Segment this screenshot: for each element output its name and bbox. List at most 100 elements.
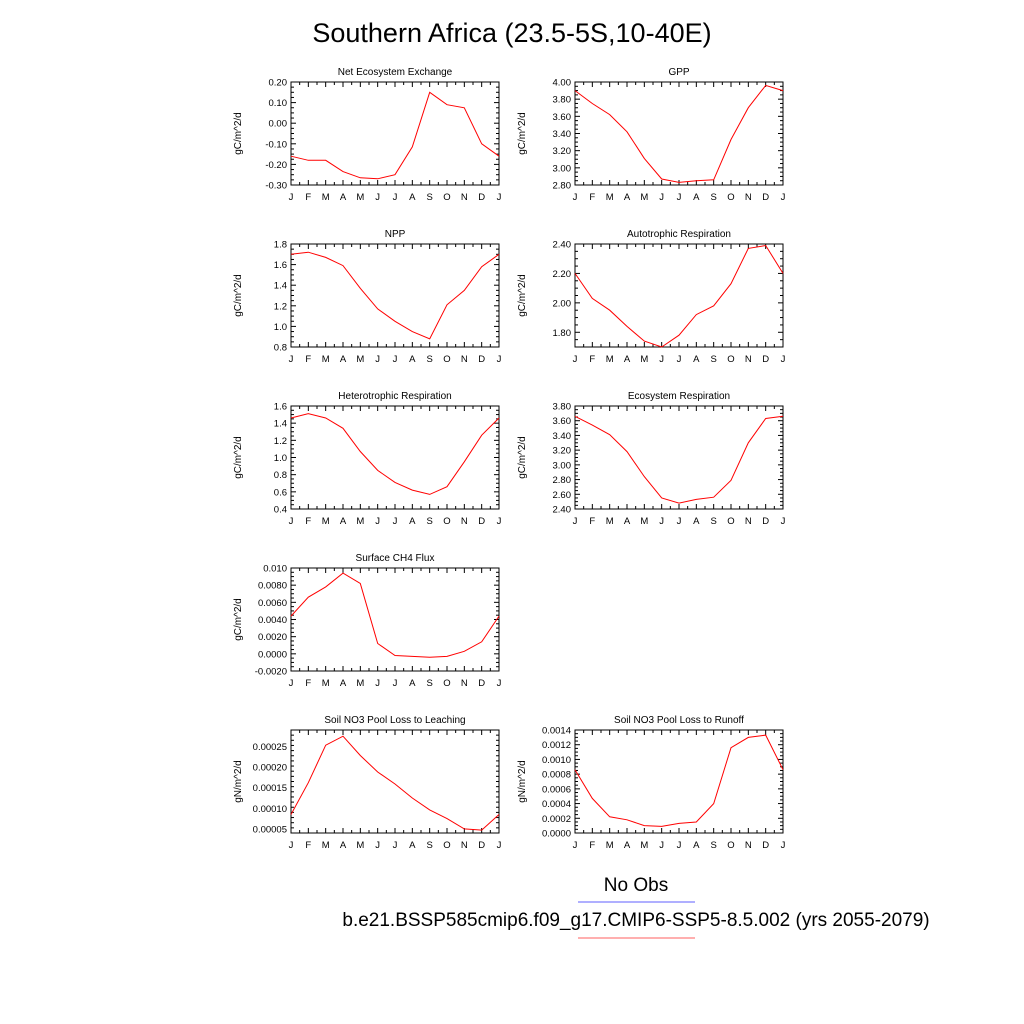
y-tick-label: 3.40: [553, 431, 572, 442]
y-tick-label: 0.0040: [258, 615, 287, 626]
legend: No Obs b.e21.BSSP585cmip6.f09_g17.CMIP6-S…: [342, 875, 930, 939]
x-tick-label: A: [624, 354, 631, 365]
x-tick-label: J: [393, 678, 398, 689]
x-tick-label: J: [497, 516, 502, 527]
x-tick-label: J: [659, 840, 664, 851]
x-tick-label: D: [762, 354, 769, 365]
x-tick-label: J: [497, 354, 502, 365]
x-tick-label: M: [356, 516, 364, 527]
panel-title: NPP: [385, 229, 406, 240]
y-tick-label: 3.00: [553, 163, 572, 174]
x-tick-label: M: [606, 840, 614, 851]
y-tick-label: 0.010: [263, 564, 287, 575]
y-tick-label: 2.40: [553, 505, 572, 516]
panel-9: Soil NO3 Pool Loss to Runoff gN/m^2/d 0.00…: [517, 715, 786, 851]
y-tick-label: 0.00015: [253, 783, 287, 794]
x-tick-label: D: [478, 192, 485, 203]
legend-label-model: b.e21.BSSP585cmip6.f09_g17.CMIP6-SSP5-8.…: [342, 910, 929, 931]
panel-title: GPP: [668, 67, 689, 78]
y-tick-label: 1.80: [553, 328, 572, 339]
y-tick-label: 2.80: [553, 181, 572, 192]
x-tick-label: A: [409, 516, 416, 527]
plot-frame: [290, 243, 500, 348]
x-tick-label: J: [289, 516, 294, 527]
x-tick-label: J: [781, 516, 786, 527]
y-tick-label: 0.10: [269, 98, 288, 109]
x-tick-label: M: [322, 516, 330, 527]
x-tick-label: A: [340, 192, 347, 203]
x-tick-label: J: [677, 840, 682, 851]
y-tick-label: 0.0010: [542, 755, 571, 766]
x-tick-label: A: [409, 192, 416, 203]
x-tick-label: F: [589, 192, 595, 203]
panel-title: Soil NO3 Pool Loss to Runoff: [614, 715, 744, 726]
series-line: [290, 251, 500, 340]
y-tick-label: 3.20: [553, 146, 572, 157]
x-tick-label: J: [573, 840, 578, 851]
x-tick-label: S: [710, 192, 716, 203]
y-tick-label: 0.0014: [542, 726, 571, 737]
plot-frame: [290, 729, 500, 834]
x-tick-label: S: [710, 840, 716, 851]
y-tick-label: -0.30: [265, 181, 287, 192]
x-tick-label: A: [409, 678, 416, 689]
y-tick-label: 3.80: [553, 402, 572, 413]
x-tick-label: J: [393, 192, 398, 203]
y-tick-label: 0.00: [269, 119, 288, 130]
plot-frame: [290, 405, 500, 510]
figure-title: Southern Africa (23.5-5S,10-40E): [312, 18, 712, 48]
y-tick-label: -0.10: [265, 139, 287, 150]
panel-7: Surface CH4 Flux gC/m^2/d 0.010 0.0080 0.006…: [233, 553, 502, 689]
x-tick-label: J: [573, 192, 578, 203]
x-tick-label: A: [340, 840, 347, 851]
series-line: [290, 91, 500, 180]
x-tick-label: M: [322, 192, 330, 203]
x-tick-label: N: [461, 840, 468, 851]
x-tick-label: A: [693, 840, 700, 851]
x-tick-label: F: [305, 192, 311, 203]
x-tick-label: N: [461, 516, 468, 527]
x-tick-label: M: [640, 192, 648, 203]
plot-frame: [290, 567, 500, 672]
x-tick-label: J: [781, 354, 786, 365]
series-line: [290, 572, 500, 658]
x-tick-label: J: [659, 354, 664, 365]
y-tick-label: 3.60: [553, 416, 572, 427]
x-tick-label: N: [461, 354, 468, 365]
y-tick-label: 0.0000: [542, 829, 571, 840]
x-tick-label: M: [640, 840, 648, 851]
y-tick-label: 0.8: [274, 343, 287, 354]
y-tick-label: 2.80: [553, 475, 572, 486]
x-tick-label: A: [409, 840, 416, 851]
y-tick-label: 0.0000: [258, 649, 287, 660]
y-tick-label: 0.00005: [253, 824, 287, 835]
y-tick-label: 0.0008: [542, 770, 571, 781]
y-tick-label: 0.0060: [258, 598, 287, 609]
y-tick-label: 0.00020: [253, 763, 287, 774]
x-tick-label: J: [659, 516, 664, 527]
panel-1: Net Ecosystem Exchange gC/m^2/d 0.20 0.10 0.…: [233, 67, 502, 203]
y-axis-label: gN/m^2/d: [517, 760, 528, 803]
panel-title: Heterotrophic Respiration: [338, 391, 451, 402]
x-tick-label: F: [589, 516, 595, 527]
x-tick-label: J: [289, 678, 294, 689]
x-tick-label: A: [693, 354, 700, 365]
y-tick-label: -0.20: [265, 160, 287, 171]
x-tick-label: J: [289, 192, 294, 203]
y-axis-label: gC/m^2/d: [233, 274, 244, 317]
y-tick-label: 1.4: [274, 419, 287, 430]
y-tick-label: 0.4: [274, 505, 287, 516]
y-tick-label: 2.00: [553, 298, 572, 309]
x-tick-label: J: [375, 516, 380, 527]
x-tick-label: J: [375, 354, 380, 365]
x-tick-label: N: [461, 678, 468, 689]
plot-frame: [290, 81, 500, 186]
x-tick-label: A: [340, 354, 347, 365]
x-tick-label: J: [497, 678, 502, 689]
y-axis-label: gN/m^2/d: [233, 760, 244, 803]
x-tick-label: A: [340, 678, 347, 689]
y-axis-label: gC/m^2/d: [233, 112, 244, 155]
x-tick-label: A: [409, 354, 416, 365]
x-tick-label: J: [781, 840, 786, 851]
